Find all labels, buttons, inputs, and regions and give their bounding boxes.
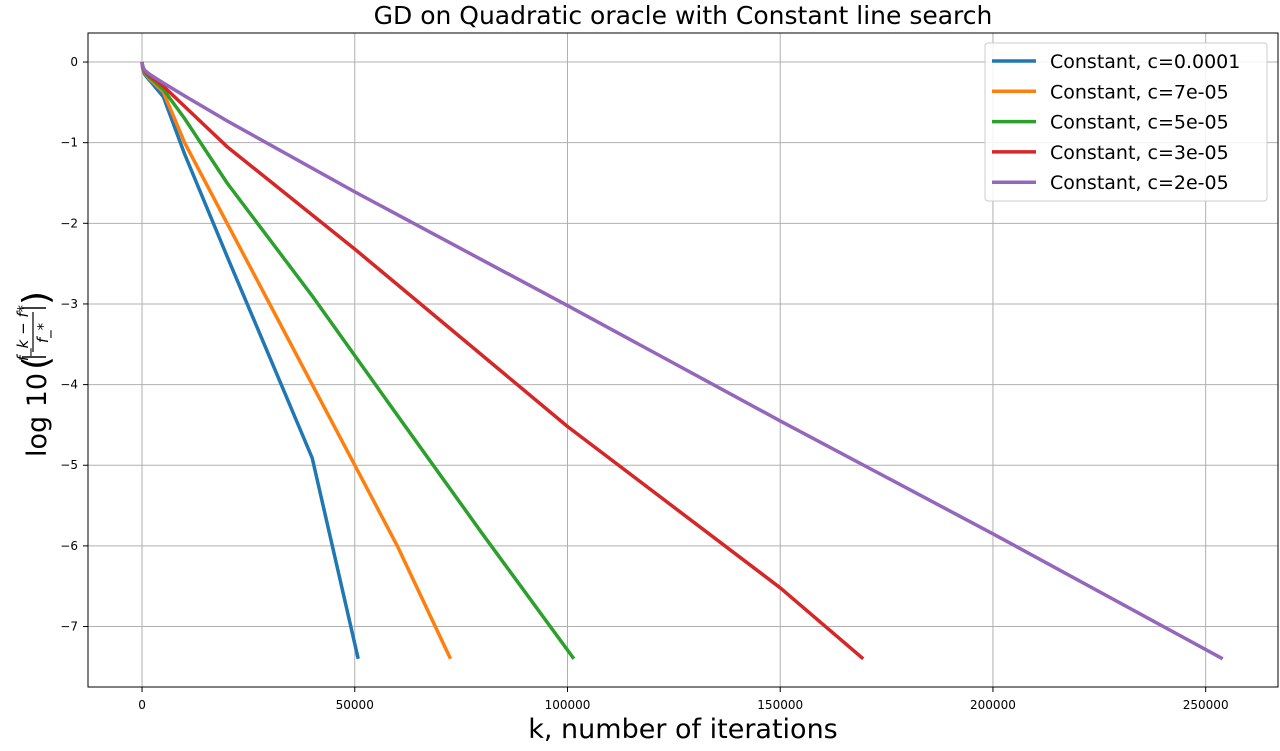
y-axis-label-close-paren: ) xyxy=(16,291,57,305)
legend-label: Constant, c=0.0001 xyxy=(1050,51,1240,73)
series-lines xyxy=(140,61,1224,661)
y-axis-label-prefix: log 10 xyxy=(22,373,53,457)
x-axis-ticks: 0 50000 100000 150000 200000 250000 xyxy=(138,687,1229,712)
y-tick-label: −6 xyxy=(60,539,78,553)
legend-entries: Constant, c=0.0001 Constant, c=7e-05 Const… xyxy=(992,51,1240,194)
plot-frame xyxy=(87,32,1279,688)
legend-label: Constant, c=5e-05 xyxy=(1050,112,1229,134)
x-tick-label: 0 xyxy=(138,698,146,712)
x-tick-label: 50000 xyxy=(336,698,374,712)
x-tick-label: 150000 xyxy=(757,698,803,712)
series-line xyxy=(140,61,576,660)
series-line xyxy=(140,61,360,660)
legend-label: Constant, c=7e-05 xyxy=(1050,81,1229,103)
series-line xyxy=(140,61,453,660)
legend: Constant, c=0.0001 Constant, c=7e-05 Const… xyxy=(984,42,1268,202)
y-tick-label: −4 xyxy=(60,378,78,392)
y-axis-label: log 10 ( f_k − f* f_* ) xyxy=(14,291,57,457)
legend-label: Constant, c=3e-05 xyxy=(1050,142,1229,164)
y-axis-label-open-paren: ( xyxy=(16,356,57,370)
y-tick-label: 0 xyxy=(70,55,78,69)
series-line xyxy=(140,61,1224,661)
x-tick-label: 250000 xyxy=(1183,698,1229,712)
y-axis-label-numerator: f_k − f* xyxy=(14,304,33,361)
legend-label: Constant, c=2e-05 xyxy=(1050,172,1229,194)
chart-title: GD on Quadratic oracle with Constant lin… xyxy=(374,1,993,30)
y-tick-label: −7 xyxy=(60,620,78,634)
y-tick-label: −3 xyxy=(60,297,78,311)
y-axis-ticks: 0 −1 −2 −3 −4 −5 −6 −7 xyxy=(60,55,88,634)
x-axis-label: k, number of iterations xyxy=(528,714,838,745)
x-tick-label: 200000 xyxy=(970,698,1016,712)
x-tick-label: 100000 xyxy=(545,698,591,712)
y-tick-label: −5 xyxy=(60,458,78,472)
y-tick-label: −1 xyxy=(60,136,78,150)
y-axis-label-denominator: f_* xyxy=(34,322,53,343)
y-tick-label: −2 xyxy=(60,216,78,230)
series-line xyxy=(140,61,865,661)
legend-frame xyxy=(984,42,1268,202)
